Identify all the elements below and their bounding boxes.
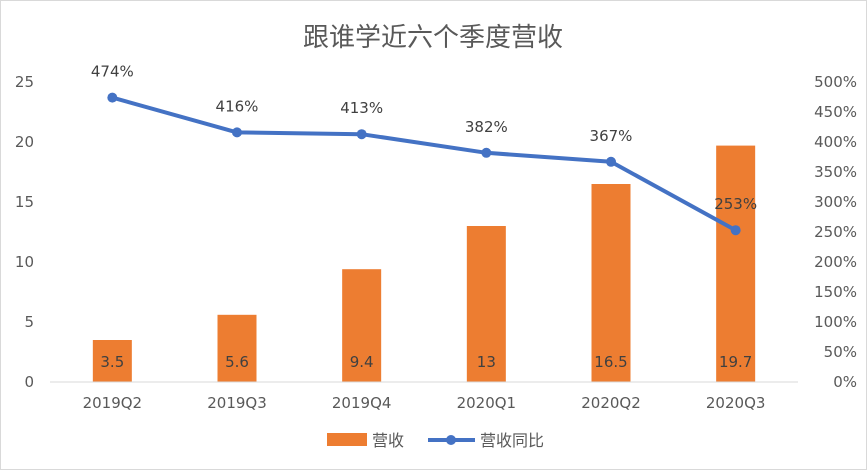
category-label: 2019Q3 <box>207 394 267 412</box>
revenue-bar-label: 13 <box>477 353 496 371</box>
yoy-point <box>107 92 118 103</box>
category-label: 2019Q4 <box>332 394 392 412</box>
yoy-point-label: 474% <box>91 63 134 81</box>
right-axis-tick-label: 0% <box>833 373 857 391</box>
yoy-line <box>111 95 737 232</box>
right-axis-tick-label: 400% <box>814 133 857 151</box>
revenue-bar-label: 9.4 <box>350 353 374 371</box>
revenue-bar-label: 3.5 <box>100 353 124 371</box>
revenue-bar-label: 5.6 <box>225 353 249 371</box>
right-axis-tick-label: 500% <box>814 73 857 91</box>
legend-swatch-yoy-marker <box>446 435 456 445</box>
right-axis-ticks: 0% 50% 100% 150% 200% 250% 300% 350% 400% 450% 500… <box>814 73 857 391</box>
category-labels: 2019Q2 2019Q3 2019Q4 2020Q1 2020Q2 2020Q3 <box>83 394 766 412</box>
right-axis-tick-label: 150% <box>814 283 857 301</box>
right-axis-tick-label: 100% <box>814 313 857 331</box>
yoy-point-label: 413% <box>340 99 383 117</box>
category-label: 2019Q2 <box>83 394 143 412</box>
revenue-bar <box>716 145 756 382</box>
line-series: 474% 416% 413% 382% 367% 253% <box>91 63 757 236</box>
yoy-point-label: 382% <box>465 118 508 136</box>
revenue-bar <box>217 314 257 382</box>
left-axis-ticks: 0 5 10 15 20 25 <box>15 73 34 391</box>
legend-label-yoy: 营收同比 <box>480 431 544 450</box>
yoy-point <box>606 156 616 167</box>
right-axis-tick-label: 350% <box>814 163 857 181</box>
yoy-point <box>481 147 492 158</box>
bar-series: 3.5 5.6 9.4 13 16.5 19.7 <box>92 145 756 382</box>
right-axis-tick-label: 250% <box>814 223 857 241</box>
legend: 营收 营收同比 <box>327 431 544 450</box>
left-axis-tick-label: 25 <box>15 73 34 91</box>
legend-swatch-revenue <box>327 433 367 446</box>
yoy-point-label: 253% <box>714 195 757 213</box>
left-axis-tick-label: 10 <box>15 253 34 271</box>
category-label: 2020Q2 <box>581 394 641 412</box>
left-axis-tick-label: 0 <box>24 373 34 391</box>
left-axis-tick-label: 20 <box>15 133 34 151</box>
revenue-bar <box>466 226 506 382</box>
right-axis-tick-label: 200% <box>814 253 857 271</box>
revenue-bar <box>591 184 631 382</box>
chart-title: 跟谁学近六个季度营收 <box>303 23 563 53</box>
yoy-point <box>356 129 367 140</box>
left-axis-tick-label: 5 <box>24 313 34 331</box>
yoy-point <box>730 225 741 236</box>
right-axis-tick-label: 300% <box>814 193 857 211</box>
revenue-bar <box>342 269 382 382</box>
revenue-bar <box>92 340 132 382</box>
yoy-point <box>232 127 242 138</box>
yoy-point-label: 367% <box>590 127 633 145</box>
right-axis-tick-label: 450% <box>814 103 857 121</box>
revenue-bar-label: 16.5 <box>594 353 627 371</box>
right-axis-tick-label: 50% <box>824 343 857 361</box>
left-axis-tick-label: 15 <box>15 193 34 211</box>
yoy-point-label: 416% <box>216 97 259 115</box>
category-label: 2020Q3 <box>706 394 766 412</box>
revenue-bar-label: 19.7 <box>719 353 752 371</box>
category-label: 2020Q1 <box>457 394 517 412</box>
legend-label-revenue: 营收 <box>372 431 404 450</box>
